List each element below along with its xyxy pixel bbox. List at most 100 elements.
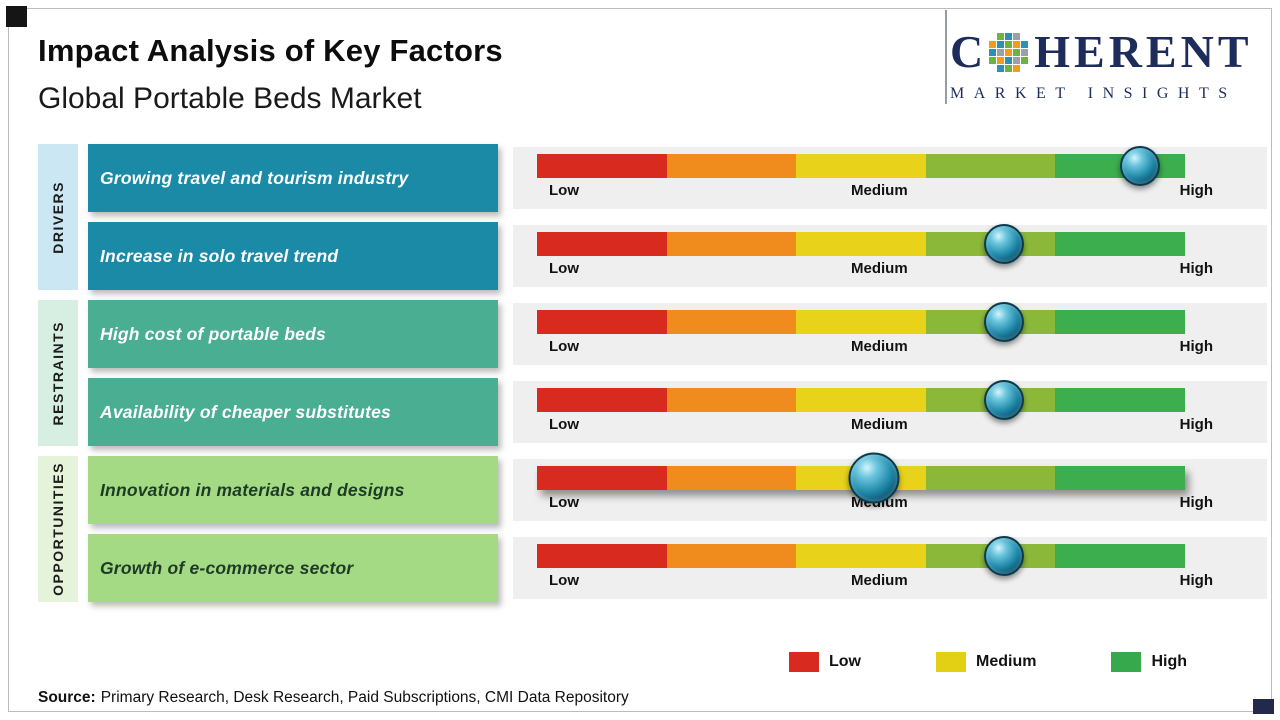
mosaic-cell xyxy=(1021,48,1029,56)
slider-knob[interactable] xyxy=(983,536,1024,576)
legend-label-medium: Medium xyxy=(976,653,1037,670)
category-strip-opportunities: OPPORTUNITIES xyxy=(38,456,78,602)
scale-low-label: Low xyxy=(549,572,579,589)
impact-slider-panel: Low Medium High xyxy=(513,380,1267,443)
factor-box: Growing travel and tourism industry xyxy=(88,144,498,212)
legend-swatch-low xyxy=(789,652,819,672)
slider-knob[interactable] xyxy=(848,452,900,504)
bar-segment xyxy=(925,466,1056,490)
bar-segment xyxy=(1055,232,1185,256)
scale-high-label: High xyxy=(1179,338,1213,355)
group-opportunities: OPPORTUNITIES Innovation in materials an… xyxy=(38,452,1267,602)
mosaic-cell xyxy=(997,48,1005,56)
factor-box: High cost of portable beds xyxy=(88,300,498,368)
mosaic-cell xyxy=(1021,56,1029,64)
impact-slider-panel: Low Medium High xyxy=(513,302,1267,365)
mosaic-cell xyxy=(997,40,1005,48)
page-title: Impact Analysis of Key Factors xyxy=(38,33,503,68)
bar-segment xyxy=(537,310,667,334)
impact-scale-bar xyxy=(537,380,1185,420)
scale-low-label: Low xyxy=(549,416,579,433)
bar-segment xyxy=(1055,388,1185,412)
slider-knob[interactable] xyxy=(983,302,1024,342)
bar-segment xyxy=(537,232,667,256)
brand-tagline: MARKET INSIGHTS xyxy=(950,85,1237,102)
factor-row: Increase in solo travel trend Low Medium… xyxy=(88,222,1267,290)
factor-box: Availability of cheaper substitutes xyxy=(88,378,498,446)
brand-o-mosaic-icon xyxy=(989,32,1029,72)
impact-scale-bar xyxy=(537,536,1185,576)
impact-scale-bar xyxy=(537,224,1185,264)
bar-segment xyxy=(796,388,926,412)
scale-medium-label: Medium xyxy=(851,338,908,355)
scale-medium-label: Medium xyxy=(851,572,908,589)
scale-labels: Low Medium High xyxy=(537,182,1213,199)
mosaic-cell xyxy=(1013,32,1021,40)
mosaic-cell xyxy=(1021,65,1028,72)
legend: Low Medium High xyxy=(789,652,1187,672)
mosaic-cell xyxy=(989,40,997,48)
group-restraints: RESTRAINTS High cost of portable beds Lo… xyxy=(38,300,1267,446)
scale-high-label: High xyxy=(1179,572,1213,589)
scale-low-label: Low xyxy=(549,260,579,277)
scale-labels: Low Medium High xyxy=(537,572,1213,589)
mosaic-cell xyxy=(989,65,996,72)
bar-segment xyxy=(925,154,1056,178)
mosaic-cell xyxy=(989,33,996,40)
factor-label: Growing travel and tourism industry xyxy=(100,167,409,188)
corner-accent-top-left xyxy=(6,6,27,27)
factor-label: Availability of cheaper substitutes xyxy=(100,401,391,422)
brand-letter-c: C xyxy=(950,26,988,77)
category-strip-drivers: DRIVERS xyxy=(38,144,78,290)
mosaic-cell xyxy=(989,56,997,64)
factor-box: Growth of e-commerce sector xyxy=(88,534,498,602)
brand-wordmark: C HERENT xyxy=(950,28,1262,76)
scale-high-label: High xyxy=(1179,182,1213,199)
factor-label: Increase in solo travel trend xyxy=(100,245,339,266)
mosaic-cell xyxy=(1005,64,1013,72)
category-label-drivers: DRIVERS xyxy=(50,180,66,254)
slider-knob[interactable] xyxy=(983,380,1024,420)
scale-medium-label: Medium xyxy=(851,416,908,433)
impact-scale-bar xyxy=(537,302,1185,342)
slider-knob[interactable] xyxy=(1119,146,1160,186)
scale-high-label: High xyxy=(1179,494,1213,511)
legend-item-low: Low xyxy=(789,652,861,672)
bar-segment xyxy=(537,388,667,412)
slider-knob[interactable] xyxy=(983,224,1024,264)
bar-segment xyxy=(666,154,797,178)
impact-scale-bar xyxy=(537,452,1185,504)
bar-segment xyxy=(666,232,797,256)
header: Impact Analysis of Key Factors Global Po… xyxy=(38,32,503,117)
impact-slider-panel: Low Medium High xyxy=(513,146,1267,209)
category-label-restraints: RESTRAINTS xyxy=(50,320,66,426)
bar-segment xyxy=(666,544,797,568)
mosaic-cell xyxy=(1013,64,1021,72)
mosaic-cell xyxy=(997,32,1005,40)
scale-labels: Low Medium High xyxy=(537,260,1213,277)
factor-label: Innovation in materials and designs xyxy=(100,479,405,500)
scale-low-label: Low xyxy=(549,494,579,511)
bar-segment xyxy=(537,466,667,490)
mosaic-cell xyxy=(997,64,1005,72)
mosaic-cell xyxy=(1005,40,1013,48)
mosaic-cell xyxy=(1021,33,1028,40)
source-text: Primary Research, Desk Research, Paid Su… xyxy=(100,689,629,706)
factor-row: Availability of cheaper substitutes Low … xyxy=(88,378,1267,446)
factor-row: Innovation in materials and designs Low … xyxy=(88,452,1267,524)
scale-high-label: High xyxy=(1179,416,1213,433)
source-label: Source: xyxy=(38,689,96,706)
impact-slider-panel: Low Medium High xyxy=(513,536,1267,599)
scale-medium-label: Medium xyxy=(851,182,908,199)
legend-swatch-medium xyxy=(936,652,966,672)
bar-segment xyxy=(796,232,926,256)
legend-label-low: Low xyxy=(829,653,861,670)
corner-accent-bottom-right xyxy=(1253,699,1274,714)
category-strip-restraints: RESTRAINTS xyxy=(38,300,78,446)
scale-low-label: Low xyxy=(549,182,579,199)
mosaic-cell xyxy=(997,56,1005,64)
source-note: Source: Primary Research, Desk Research, … xyxy=(38,689,629,707)
factor-box: Increase in solo travel trend xyxy=(88,222,498,290)
mosaic-cell xyxy=(1005,56,1013,64)
impact-analysis-body: DRIVERS Growing travel and tourism indus… xyxy=(38,144,1267,612)
